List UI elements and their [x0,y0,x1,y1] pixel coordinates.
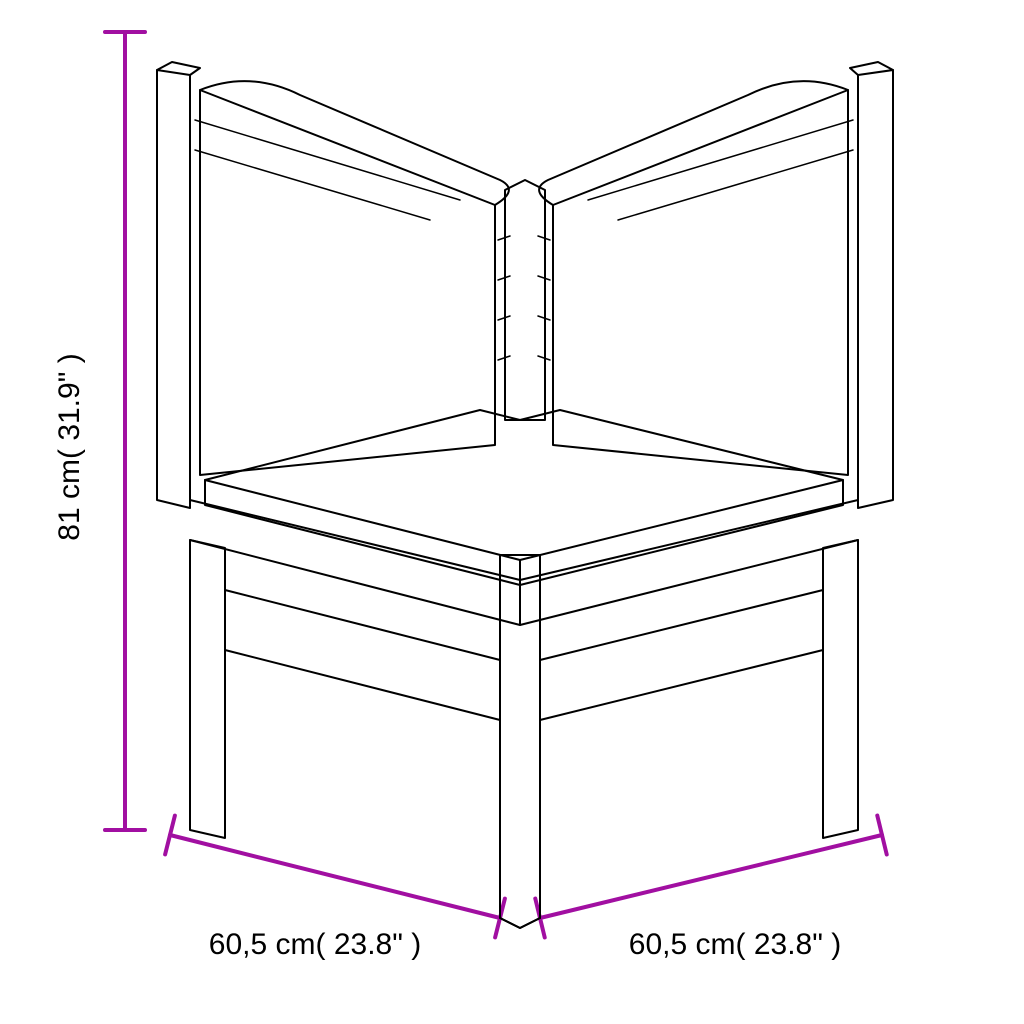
dimension-height-label: 81 cm( 31.9" ) [53,317,87,577]
dimension-depth-label: 60,5 cm( 23.8" ) [175,928,455,962]
diagram-canvas [0,0,1024,1024]
dimension-width-label: 60,5 cm( 23.8" ) [595,928,875,962]
